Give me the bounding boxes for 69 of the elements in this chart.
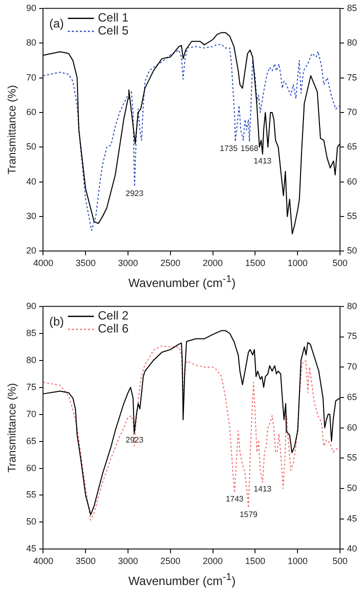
- y-tick-label: 80: [26, 38, 36, 48]
- y2-tick-label: 80: [346, 38, 358, 48]
- y2-tick-label: 40: [346, 544, 358, 554]
- y-tick-label: 30: [26, 211, 36, 221]
- x-axis-title: Wavenumber (cm$^{-1}$): [127, 274, 237, 290]
- x-tick-label: 2500: [160, 556, 180, 566]
- y2-tick-label: 85: [346, 2, 358, 13]
- y-tick-label: 90: [26, 2, 36, 13]
- y2-tick-label: 70: [346, 106, 358, 117]
- y-tick-label: 50: [26, 516, 36, 527]
- y2-tick-label: 75: [346, 331, 358, 342]
- y2-tick-label: 60: [346, 422, 358, 432]
- y2-tick-label: 60: [346, 176, 358, 186]
- y-axis-title: Transmittance (%): [6, 85, 19, 175]
- legend-label: Cell 5: [98, 24, 129, 38]
- legend-label: Cell 2: [98, 308, 129, 323]
- annotation: 1413: [254, 156, 272, 166]
- y-tick-label: 45: [26, 544, 36, 554]
- y-tick-label: 50: [26, 142, 36, 152]
- x-tick-label: 2500: [160, 258, 180, 268]
- y-tick-label: 90: [26, 300, 36, 311]
- x-tick-label: 3000: [118, 556, 138, 566]
- y-tick-label: 40: [26, 176, 36, 186]
- x-tick-label: 500: [332, 258, 348, 268]
- annotation: 1743: [226, 494, 244, 504]
- y2-tick-label: 55: [346, 211, 358, 221]
- y2-tick-label: 50: [346, 246, 358, 256]
- annotation: 1413: [254, 484, 272, 494]
- annotation: 1735: [220, 144, 238, 154]
- x-tick-label: 3000: [118, 258, 138, 268]
- legend-label: Cell 6: [98, 322, 129, 336]
- y2-tick-label: 75: [346, 72, 358, 82]
- annotation: 2923: [126, 189, 144, 198]
- text: (b): [49, 314, 64, 329]
- y2-tick-label: 45: [346, 513, 358, 524]
- x-tick-label: 1500: [245, 258, 266, 268]
- y-tick-label: 55: [26, 490, 36, 500]
- y-tick-label: 20: [26, 246, 36, 256]
- y-tick-label: 60: [26, 106, 36, 117]
- y-tick-label: 60: [26, 462, 36, 473]
- x-tick-label: 1000: [288, 258, 308, 268]
- y-axis-title: Transmittance (%): [6, 383, 19, 473]
- y2-tick-label: 65: [346, 392, 358, 402]
- x-tick-label: 1500: [245, 556, 266, 566]
- x-tick-label: 500: [332, 556, 348, 566]
- x-tick-label: 1000: [288, 556, 308, 566]
- legend-label: Cell 1: [98, 10, 129, 25]
- annotation: 1568: [240, 144, 259, 154]
- y2-tick-label: 70: [346, 362, 358, 372]
- x-tick-label: 3500: [76, 556, 96, 566]
- x-tick-label: 4000: [33, 556, 54, 566]
- y-tick-label: 65: [26, 436, 36, 446]
- y-tick-label: 70: [26, 408, 36, 419]
- x-tick-label: 4000: [33, 258, 54, 268]
- y-tick-label: 70: [26, 72, 36, 82]
- x-tick-label: 3500: [76, 258, 96, 268]
- y2-tick-label: 55: [346, 452, 358, 463]
- x-axis-title: Wavenumber (cm$^{-1}$): [127, 572, 237, 588]
- y-tick-label: 85: [26, 328, 36, 338]
- y2-tick-label: 80: [346, 300, 358, 311]
- y2-tick-label: 65: [346, 142, 358, 152]
- text: (a): [49, 16, 64, 31]
- x-tick-label: 2000: [202, 258, 223, 268]
- y-tick-label: 80: [26, 354, 36, 365]
- annotation: 2923: [126, 435, 144, 444]
- annotation: 1579: [240, 510, 258, 519]
- x-tick-label: 2000: [202, 556, 223, 566]
- y2-tick-label: 50: [346, 482, 358, 493]
- y-tick-label: 75: [26, 382, 36, 392]
